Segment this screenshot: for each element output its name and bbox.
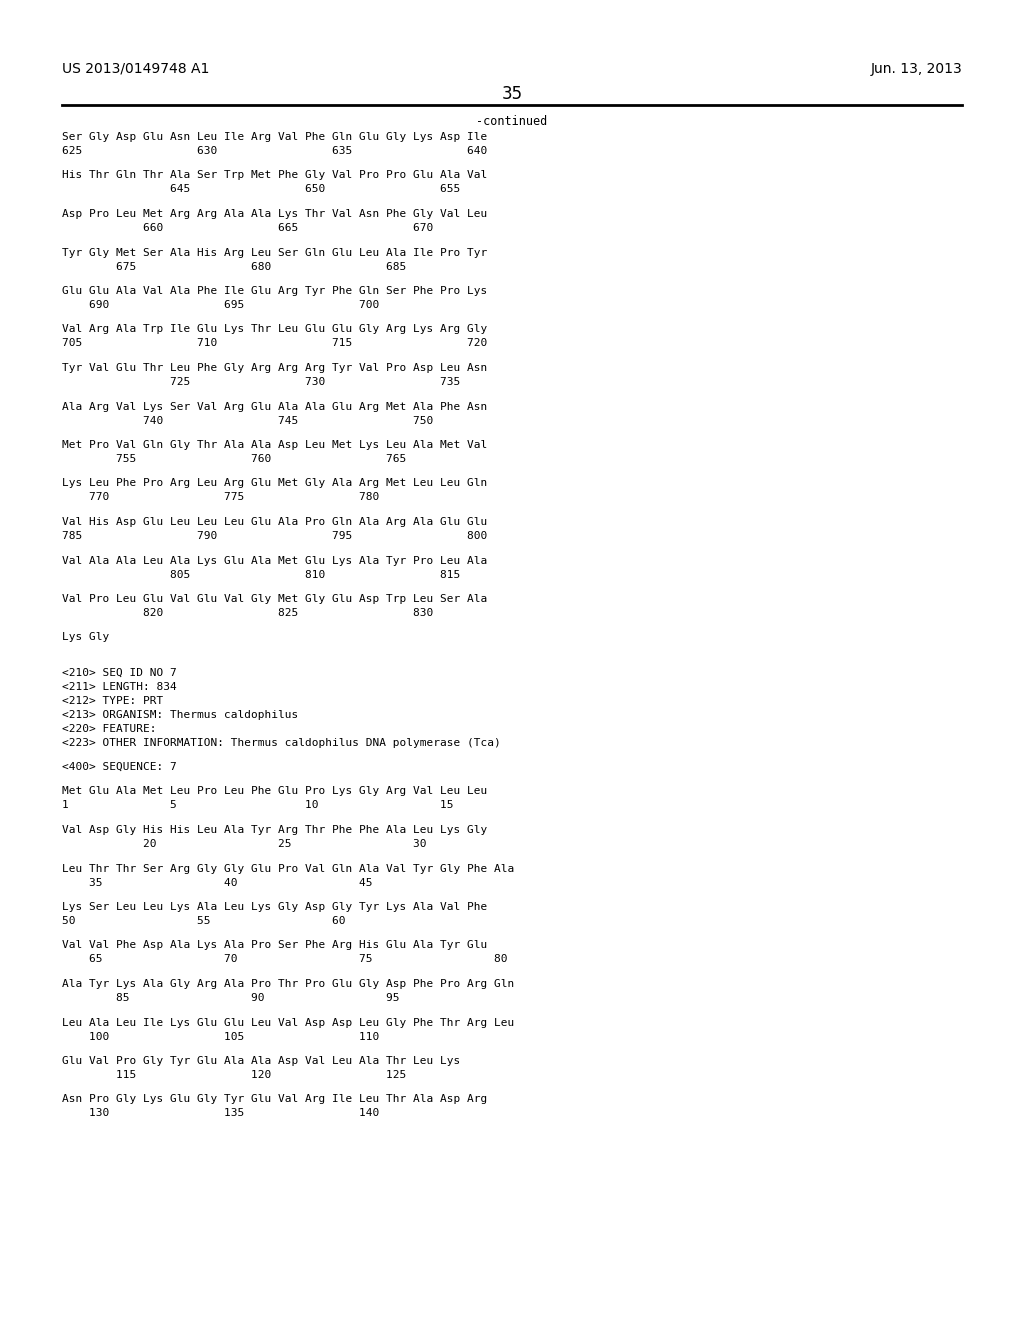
Text: Val Val Phe Asp Ala Lys Ala Pro Ser Phe Arg His Glu Ala Tyr Glu: Val Val Phe Asp Ala Lys Ala Pro Ser Phe … [62, 940, 487, 950]
Text: <210> SEQ ID NO 7: <210> SEQ ID NO 7 [62, 668, 177, 677]
Text: 625                 630                 635                 640: 625 630 635 640 [62, 147, 487, 156]
Text: Met Glu Ala Met Leu Pro Leu Phe Glu Pro Lys Gly Arg Val Leu Leu: Met Glu Ala Met Leu Pro Leu Phe Glu Pro … [62, 787, 487, 796]
Text: 65                  70                  75                  80: 65 70 75 80 [62, 954, 508, 965]
Text: 35: 35 [502, 84, 522, 103]
Text: Leu Ala Leu Ile Lys Glu Glu Leu Val Asp Asp Leu Gly Phe Thr Arg Leu: Leu Ala Leu Ile Lys Glu Glu Leu Val Asp … [62, 1018, 514, 1027]
Text: Val Ala Ala Leu Ala Lys Glu Ala Met Glu Lys Ala Tyr Pro Leu Ala: Val Ala Ala Leu Ala Lys Glu Ala Met Glu … [62, 556, 487, 565]
Text: Asp Pro Leu Met Arg Arg Ala Ala Lys Thr Val Asn Phe Gly Val Leu: Asp Pro Leu Met Arg Arg Ala Ala Lys Thr … [62, 209, 487, 219]
Text: 785                 790                 795                 800: 785 790 795 800 [62, 531, 487, 541]
Text: 1               5                   10                  15: 1 5 10 15 [62, 800, 454, 810]
Text: 660                 665                 670: 660 665 670 [62, 223, 433, 234]
Text: Lys Gly: Lys Gly [62, 632, 110, 643]
Text: Glu Val Pro Gly Tyr Glu Ala Ala Asp Val Leu Ala Thr Leu Lys: Glu Val Pro Gly Tyr Glu Ala Ala Asp Val … [62, 1056, 460, 1067]
Text: Lys Leu Phe Pro Arg Leu Arg Glu Met Gly Ala Arg Met Leu Leu Gln: Lys Leu Phe Pro Arg Leu Arg Glu Met Gly … [62, 479, 487, 488]
Text: Ala Tyr Lys Ala Gly Arg Ala Pro Thr Pro Glu Gly Asp Phe Pro Arg Gln: Ala Tyr Lys Ala Gly Arg Ala Pro Thr Pro … [62, 979, 514, 989]
Text: 85                  90                  95: 85 90 95 [62, 993, 399, 1003]
Text: <213> ORGANISM: Thermus caldophilus: <213> ORGANISM: Thermus caldophilus [62, 710, 298, 719]
Text: Tyr Gly Met Ser Ala His Arg Leu Ser Gln Glu Leu Ala Ile Pro Tyr: Tyr Gly Met Ser Ala His Arg Leu Ser Gln … [62, 248, 487, 257]
Text: Asn Pro Gly Lys Glu Gly Tyr Glu Val Arg Ile Leu Thr Ala Asp Arg: Asn Pro Gly Lys Glu Gly Tyr Glu Val Arg … [62, 1094, 487, 1105]
Text: 690                 695                 700: 690 695 700 [62, 300, 379, 310]
Text: 725                 730                 735: 725 730 735 [62, 378, 460, 387]
Text: Glu Glu Ala Val Ala Phe Ile Glu Arg Tyr Phe Gln Ser Phe Pro Lys: Glu Glu Ala Val Ala Phe Ile Glu Arg Tyr … [62, 286, 487, 296]
Text: <223> OTHER INFORMATION: Thermus caldophilus DNA polymerase (Tca): <223> OTHER INFORMATION: Thermus caldoph… [62, 738, 501, 747]
Text: Val His Asp Glu Leu Leu Leu Glu Ala Pro Gln Ala Arg Ala Glu Glu: Val His Asp Glu Leu Leu Leu Glu Ala Pro … [62, 517, 487, 527]
Text: 20                  25                  30: 20 25 30 [62, 840, 427, 849]
Text: Val Pro Leu Glu Val Glu Val Gly Met Gly Glu Asp Trp Leu Ser Ala: Val Pro Leu Glu Val Glu Val Gly Met Gly … [62, 594, 487, 605]
Text: Tyr Val Glu Thr Leu Phe Gly Arg Arg Arg Tyr Val Pro Asp Leu Asn: Tyr Val Glu Thr Leu Phe Gly Arg Arg Arg … [62, 363, 487, 374]
Text: Ser Gly Asp Glu Asn Leu Ile Arg Val Phe Gln Glu Gly Lys Asp Ile: Ser Gly Asp Glu Asn Leu Ile Arg Val Phe … [62, 132, 487, 143]
Text: 705                 710                 715                 720: 705 710 715 720 [62, 338, 487, 348]
Text: 130                 135                 140: 130 135 140 [62, 1109, 379, 1118]
Text: 675                 680                 685: 675 680 685 [62, 261, 407, 272]
Text: 645                 650                 655: 645 650 655 [62, 185, 460, 194]
Text: US 2013/0149748 A1: US 2013/0149748 A1 [62, 62, 209, 77]
Text: 100                 105                 110: 100 105 110 [62, 1031, 379, 1041]
Text: His Thr Gln Thr Ala Ser Trp Met Phe Gly Val Pro Pro Glu Ala Val: His Thr Gln Thr Ala Ser Trp Met Phe Gly … [62, 170, 487, 181]
Text: 805                 810                 815: 805 810 815 [62, 569, 460, 579]
Text: Val Asp Gly His His Leu Ala Tyr Arg Thr Phe Phe Ala Leu Lys Gly: Val Asp Gly His His Leu Ala Tyr Arg Thr … [62, 825, 487, 836]
Text: <212> TYPE: PRT: <212> TYPE: PRT [62, 696, 163, 705]
Text: Val Arg Ala Trp Ile Glu Lys Thr Leu Glu Glu Gly Arg Lys Arg Gly: Val Arg Ala Trp Ile Glu Lys Thr Leu Glu … [62, 325, 487, 334]
Text: <220> FEATURE:: <220> FEATURE: [62, 723, 157, 734]
Text: Met Pro Val Gln Gly Thr Ala Ala Asp Leu Met Lys Leu Ala Met Val: Met Pro Val Gln Gly Thr Ala Ala Asp Leu … [62, 440, 487, 450]
Text: 755                 760                 765: 755 760 765 [62, 454, 407, 465]
Text: Lys Ser Leu Leu Lys Ala Leu Lys Gly Asp Gly Tyr Lys Ala Val Phe: Lys Ser Leu Leu Lys Ala Leu Lys Gly Asp … [62, 902, 487, 912]
Text: -continued: -continued [476, 115, 548, 128]
Text: 50                  55                  60: 50 55 60 [62, 916, 345, 927]
Text: 740                 745                 750: 740 745 750 [62, 416, 433, 425]
Text: 35                  40                  45: 35 40 45 [62, 878, 373, 887]
Text: <400> SEQUENCE: 7: <400> SEQUENCE: 7 [62, 762, 177, 772]
Text: 820                 825                 830: 820 825 830 [62, 609, 433, 618]
Text: Ala Arg Val Lys Ser Val Arg Glu Ala Ala Glu Arg Met Ala Phe Asn: Ala Arg Val Lys Ser Val Arg Glu Ala Ala … [62, 401, 487, 412]
Text: <211> LENGTH: 834: <211> LENGTH: 834 [62, 681, 177, 692]
Text: 770                 775                 780: 770 775 780 [62, 492, 379, 503]
Text: 115                 120                 125: 115 120 125 [62, 1071, 407, 1080]
Text: Jun. 13, 2013: Jun. 13, 2013 [870, 62, 962, 77]
Text: Leu Thr Thr Ser Arg Gly Gly Glu Pro Val Gln Ala Val Tyr Gly Phe Ala: Leu Thr Thr Ser Arg Gly Gly Glu Pro Val … [62, 863, 514, 874]
